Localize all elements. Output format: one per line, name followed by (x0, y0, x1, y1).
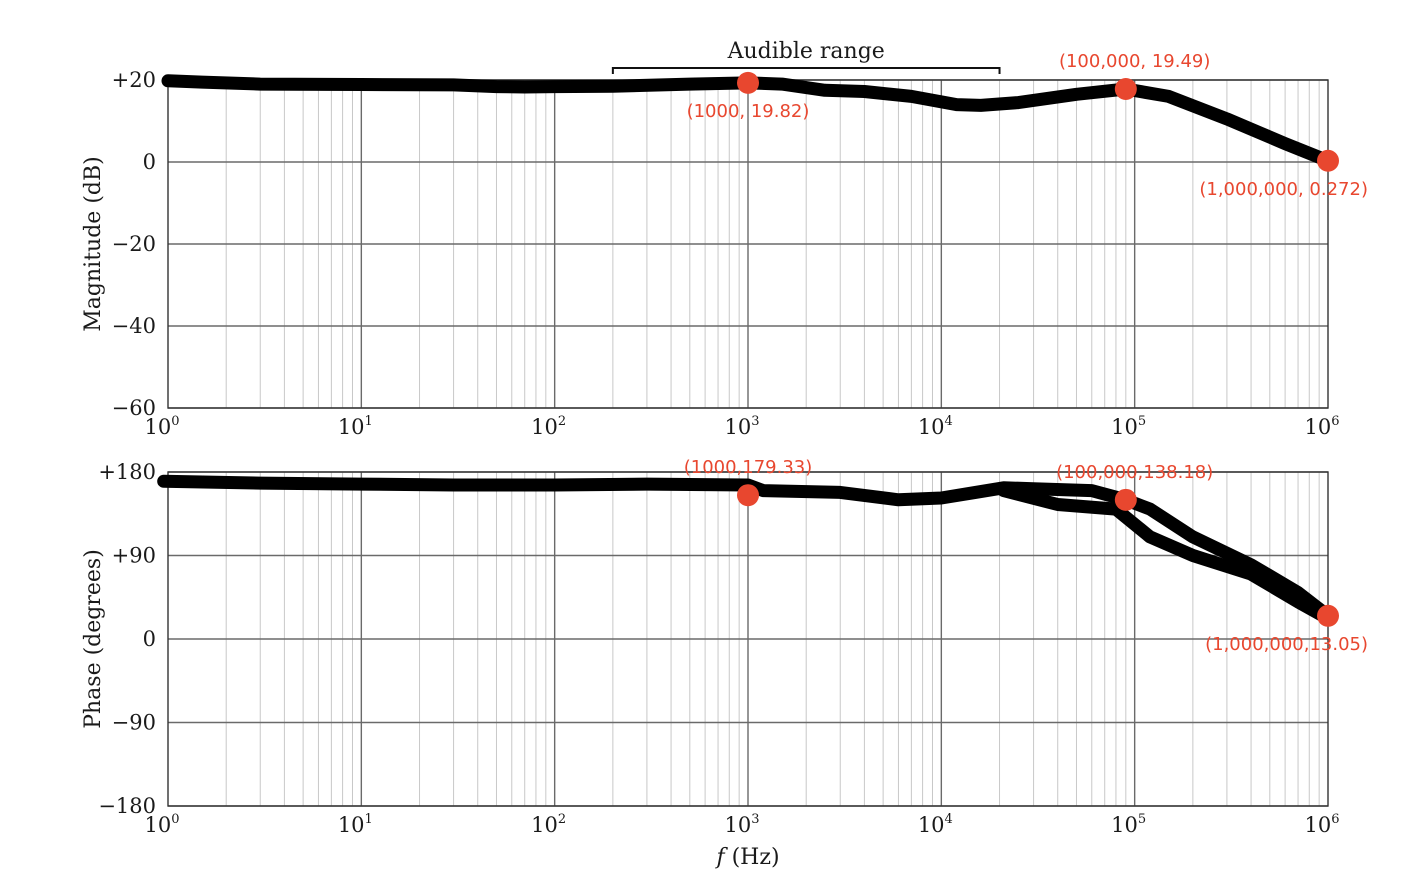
phase-point-annotation: (100,000,138.18) (1056, 462, 1213, 483)
phase-data-marker (1317, 604, 1339, 627)
phase-y-tick-label: −180 (98, 794, 156, 818)
phase-x-tick-label: 106 (1304, 812, 1339, 837)
phase-x-tick-label: 100 (144, 812, 179, 837)
phase-y-tick-label: +180 (98, 460, 156, 484)
phase-x-tick-label: 104 (918, 812, 953, 837)
phase-y-axis-title: Phase (degrees) (81, 549, 106, 729)
mag-grid (168, 79, 1328, 409)
mag-data-marker (1317, 149, 1339, 172)
phase-y-tick-label: +90 (112, 544, 156, 568)
mag-point-annotation: (100,000, 19.49) (1059, 51, 1210, 72)
audible-range-bracket: Audible range (611, 39, 1001, 74)
mag-point-annotation: (1000, 19.82) (687, 101, 810, 122)
phase-data-marker (1114, 488, 1137, 511)
phase-x-axis-title: f (Hz) (714, 845, 779, 870)
phase-x-tick-label: 105 (1111, 812, 1146, 837)
mag-y-tick-label: −60 (112, 396, 156, 420)
phase-data-marker (737, 484, 759, 507)
phase-point-annotation: (1000,179.33) (684, 457, 813, 478)
phase-plot-frame (167, 471, 1329, 807)
phase-response-curve-1 (157, 474, 1335, 623)
bracket-line (611, 67, 1001, 74)
mag-x-tick-label: 102 (531, 414, 566, 439)
mag-x-tick-label: 105 (1111, 414, 1146, 439)
phase-x-tick-label: 101 (338, 812, 373, 837)
phase-y-tick-label: 0 (143, 627, 156, 651)
phase-point-annotation: (1,000,000,13.05) (1205, 634, 1368, 655)
mag-x-tick-label: 103 (724, 414, 759, 439)
mag-y-tick-label: −40 (112, 314, 156, 338)
mag-x-tick-label: 101 (338, 414, 373, 439)
mag-y-tick-label: 0 (143, 150, 156, 174)
mag-x-tick-label: 106 (1304, 414, 1339, 439)
phase-response-curve-2 (997, 484, 1335, 626)
phase-y-tick-label: −90 (112, 711, 156, 735)
mag-point-annotation: (1,000,000, 0.272) (1199, 179, 1368, 200)
audible-range-label: Audible range (727, 39, 885, 64)
mag-x-tick-label: 100 (144, 414, 179, 439)
phase-x-tick-label: 102 (531, 812, 566, 837)
phase-x-tick-label: 103 (724, 812, 759, 837)
mag-y-tick-label: +20 (112, 68, 156, 92)
mag-y-tick-label: −20 (112, 232, 156, 256)
mag-data-marker (1114, 78, 1137, 101)
mag-y-axis-title: Magnitude (dB) (81, 156, 106, 331)
mag-x-tick-label: 104 (918, 414, 953, 439)
mag-data-marker (737, 71, 759, 94)
phase-grid (168, 471, 1328, 807)
